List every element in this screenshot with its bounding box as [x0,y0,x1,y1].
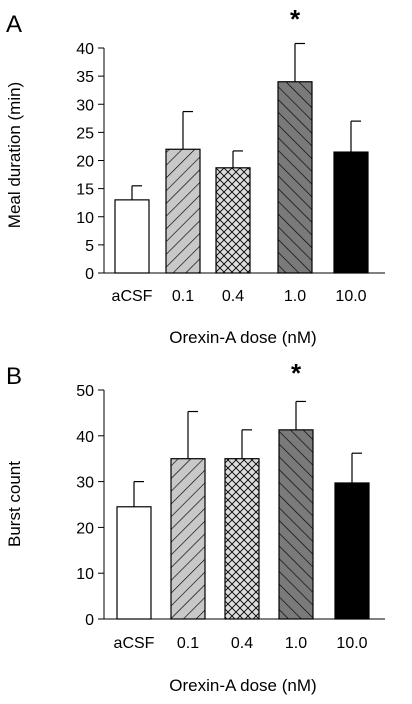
y-tick-label: 15 [76,182,94,199]
category-label: 10.0 [336,635,367,652]
panel-b: B Burst count 0 10 20 30 40 50 * aCSF 0.1 0.4 1.… [5,358,385,695]
panel-a-bars: * [114,4,369,274]
y-tick-label: 0 [85,266,94,283]
y-tick-label: 0 [85,612,94,629]
category-label: aCSF [114,635,155,652]
bar [224,458,260,620]
y-tick-label: 20 [76,154,94,171]
category-label: 1.0 [284,288,306,305]
panel-b-ylabel: Burst count [5,461,24,547]
panel-a: A Meal duration (min) 0 5 10 15 20 25 30 35 40 *… [5,4,385,347]
panel-a-letter: A [6,11,22,38]
category-label: 0.1 [172,288,194,305]
y-tick-label: 20 [76,520,94,537]
y-tick-label: 30 [76,475,94,492]
panel-a-ticks: 0 5 10 15 20 25 30 35 40 [76,41,104,283]
significance-marker: * [291,358,302,388]
bar [170,458,206,620]
bar [333,151,369,274]
bar [277,81,313,274]
y-tick-label: 40 [76,429,94,446]
bar [116,506,152,620]
y-tick-label: 10 [76,210,94,227]
bar [215,167,251,274]
y-tick-label: 35 [76,69,94,86]
panel-a-ylabel: Meal duration (min) [5,82,24,228]
y-tick-label: 40 [76,41,94,58]
y-tick-label: 10 [76,566,94,583]
panel-b-ticks: 0 10 20 30 40 50 [76,383,104,629]
panel-b-bars: * [116,358,370,620]
panel-b-xlabel: Orexin-A dose (nM) [169,676,316,695]
significance-marker: * [290,4,301,34]
y-tick-label: 30 [76,97,94,114]
category-label: 1.0 [285,635,307,652]
category-label: 0.4 [222,288,244,305]
panel-b-letter: B [6,363,22,390]
category-label: aCSF [112,288,153,305]
bar [114,199,150,274]
bar [278,429,314,620]
panel-a-categories: aCSF 0.1 0.4 1.0 10.0 [112,288,367,305]
y-tick-label: 50 [76,383,94,400]
category-label: 10.0 [335,288,366,305]
bar [334,482,370,620]
panel-b-categories: aCSF 0.1 0.4 1.0 10.0 [114,635,368,652]
category-label: 0.4 [231,635,253,652]
bar [165,148,201,274]
panel-a-xlabel: Orexin-A dose (nM) [169,328,316,347]
y-tick-label: 25 [76,125,94,142]
category-label: 0.1 [177,635,199,652]
y-tick-label: 5 [85,238,94,255]
